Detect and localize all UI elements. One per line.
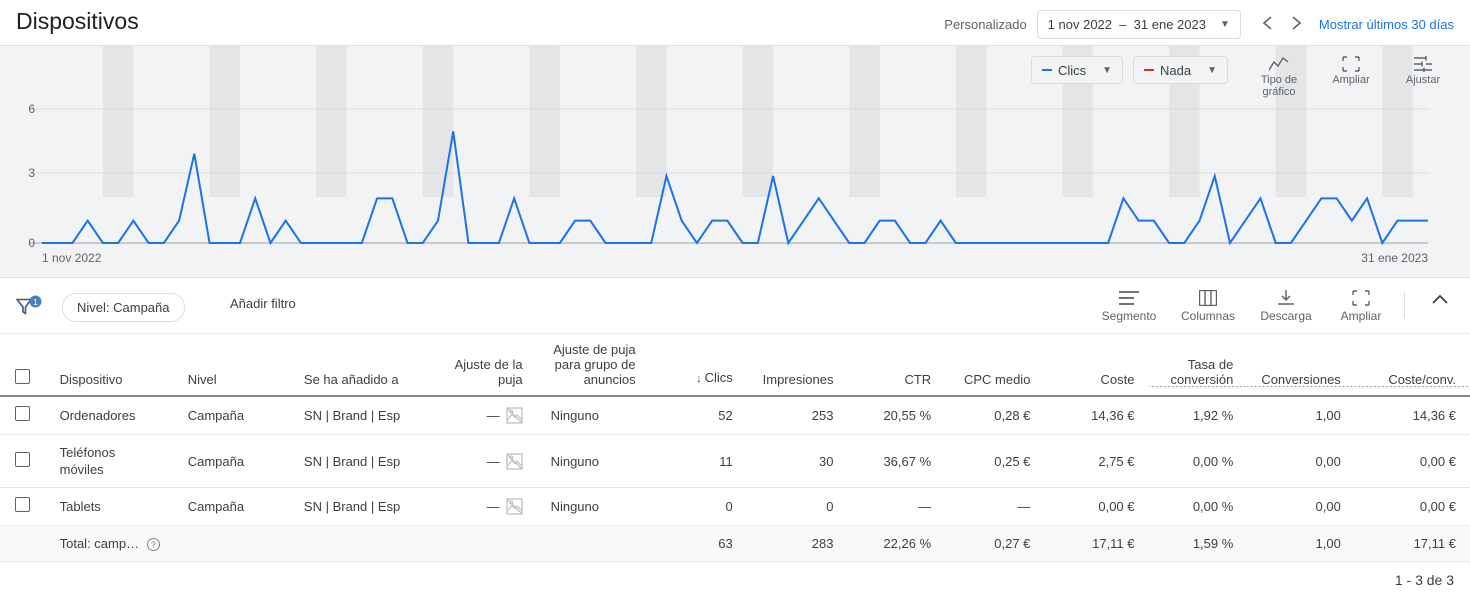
svg-text:31 ene 2023: 31 ene 2023 (1361, 251, 1428, 265)
svg-text:1 nov 2022: 1 nov 2022 (42, 251, 102, 265)
svg-text:6: 6 (28, 102, 35, 116)
svg-text:1: 1 (33, 297, 38, 307)
svg-text:3: 3 (28, 166, 35, 180)
svg-text:0: 0 (28, 236, 35, 250)
